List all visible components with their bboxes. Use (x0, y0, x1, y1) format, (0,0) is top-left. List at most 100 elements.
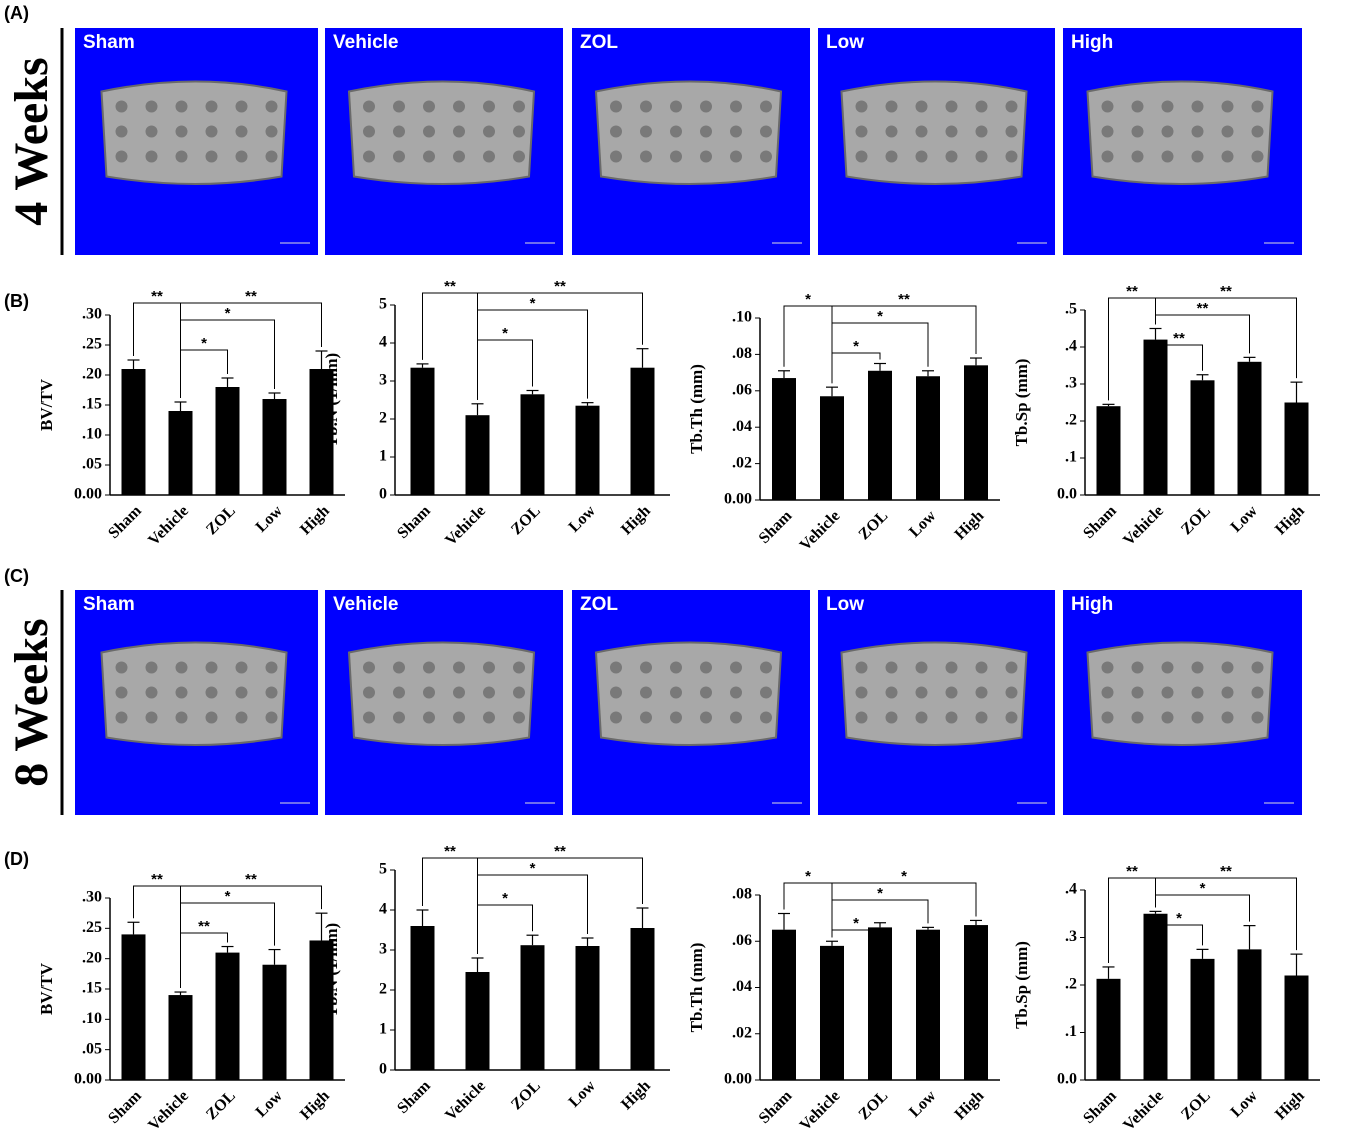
bone-pore (205, 686, 218, 699)
bone-pore (265, 686, 278, 699)
bone-pore (423, 150, 435, 163)
significance-label: ** (444, 278, 456, 295)
bar (410, 367, 435, 495)
bone-pore (855, 686, 868, 699)
bone-pore (363, 125, 375, 138)
bone-pore (175, 125, 188, 138)
significance-label: ** (1173, 330, 1185, 347)
bone-pore (1221, 711, 1234, 724)
significance-label: * (805, 291, 811, 308)
bone-pore (1251, 711, 1264, 724)
bone-pore (945, 100, 958, 113)
y-tick-label: .1 (1065, 449, 1077, 466)
bone-pore (423, 711, 435, 724)
bar (772, 378, 796, 500)
bone-pore (855, 125, 868, 138)
x-tick-label: High (1272, 1087, 1308, 1123)
bone-pore (730, 100, 742, 113)
bone-pore (1251, 686, 1264, 699)
bar (168, 995, 193, 1080)
y-tick-label: .02 (732, 454, 752, 471)
bone-pore (393, 100, 405, 113)
image-label: Low (826, 32, 864, 53)
x-tick-label: ZOL (1178, 502, 1214, 538)
y-tick-label: .08 (732, 345, 752, 362)
bone-pore (885, 150, 898, 163)
y-tick-label: 0.00 (74, 486, 102, 503)
bone-pore (610, 150, 622, 163)
y-tick-label: .15 (82, 980, 102, 997)
bone-pore (1221, 125, 1234, 138)
image-label: Low (826, 594, 864, 615)
bone-pore (915, 661, 928, 674)
significance-label: ** (198, 918, 210, 935)
bone-pore (115, 711, 128, 724)
y-tick-label: 0.0 (1057, 486, 1077, 503)
y-tick-label: .15 (82, 396, 102, 413)
bar (262, 399, 287, 495)
bone-pore (1251, 150, 1264, 163)
bone-pore (205, 661, 218, 674)
image-label: High (1071, 32, 1113, 53)
bone-specimen (840, 80, 1028, 185)
y-tick-label: .5 (1065, 301, 1077, 318)
bone-pore (423, 686, 435, 699)
y-axis-label: BV/TV (37, 378, 56, 431)
bone-pore (265, 150, 278, 163)
y-tick-label: 1 (379, 448, 387, 465)
bone-pore (1131, 150, 1144, 163)
bone-pore (265, 661, 278, 674)
image-label: High (1071, 594, 1113, 615)
significance-label: * (502, 890, 508, 907)
bone-pore (670, 100, 682, 113)
y-tick-label: 5 (379, 296, 387, 313)
bar (1237, 949, 1262, 1080)
bone-pore (1005, 711, 1018, 724)
bar (868, 370, 892, 500)
x-tick-label: ZOL (1178, 1087, 1214, 1123)
significance-label: * (1176, 910, 1182, 927)
bone-pore (1161, 125, 1174, 138)
bone-pore (115, 686, 128, 699)
bone-pore (1131, 125, 1144, 138)
bone-pore (483, 711, 495, 724)
bone-pore (700, 100, 712, 113)
bar (215, 952, 240, 1080)
bone-pore (453, 686, 465, 699)
bone-specimen (1086, 80, 1274, 185)
bone-pore (1005, 125, 1018, 138)
x-tick-label: Vehicle (442, 1077, 489, 1124)
bone-pore (975, 100, 988, 113)
bone-pore (610, 125, 622, 138)
significance-label: * (877, 308, 883, 325)
bone-pore (730, 686, 742, 699)
significance-bracket (477, 339, 533, 400)
image-label: Vehicle (333, 594, 399, 615)
bone-pore (855, 150, 868, 163)
bone-pore (235, 150, 248, 163)
x-tick-label: Low (1228, 502, 1262, 536)
bone-pore (945, 150, 958, 163)
y-tick-label: 0.00 (724, 491, 752, 508)
bone-pore (670, 150, 682, 163)
y-tick-label: .06 (732, 381, 752, 398)
x-tick-label: High (952, 1087, 988, 1123)
bar (309, 369, 334, 495)
y-tick-label: 4 (379, 334, 387, 351)
x-tick-label: Vehicle (797, 507, 844, 554)
bone-pore (235, 661, 248, 674)
bone-pore (760, 686, 772, 699)
bone-pore (670, 125, 682, 138)
bar (1284, 402, 1309, 495)
x-tick-label: High (618, 1077, 654, 1113)
bone-pore (885, 711, 898, 724)
bar (215, 387, 240, 495)
bar (964, 365, 988, 500)
x-tick-label: Sham (756, 1087, 796, 1127)
y-tick-label: .04 (732, 978, 752, 995)
bone-pore (1005, 661, 1018, 674)
bone-pore (730, 150, 742, 163)
x-tick-label: High (1272, 502, 1308, 538)
bone-pore (393, 686, 405, 699)
y-axis-label: BV/TV (37, 962, 56, 1015)
